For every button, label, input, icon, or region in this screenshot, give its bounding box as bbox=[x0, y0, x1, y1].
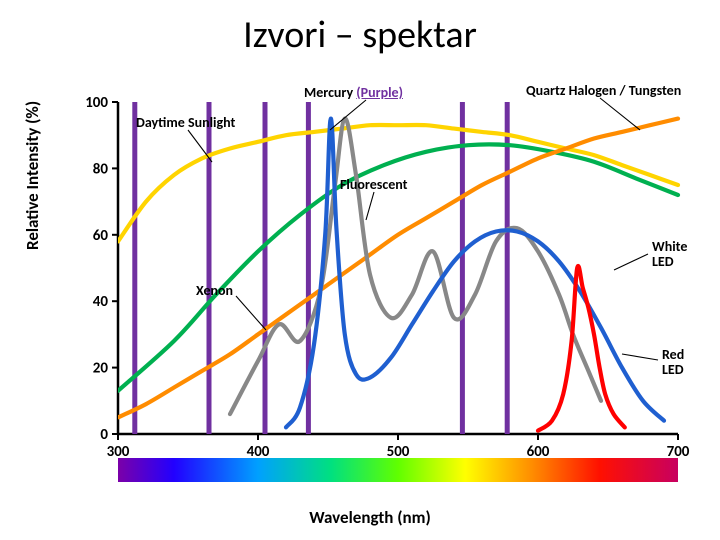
chart-svg: 0 20 40 60 80 100 300 400 500 600 700 bbox=[40, 70, 700, 500]
y-tick-label: 40 bbox=[93, 293, 109, 311]
ann-mercury-a: Mercury bbox=[304, 84, 356, 101]
x-tick-label: 300 bbox=[107, 443, 130, 461]
y-tick-label: 100 bbox=[85, 94, 108, 112]
ann-tungsten: Quartz Halogen / Tungsten bbox=[526, 82, 681, 99]
x-tick-label: 700 bbox=[667, 443, 690, 461]
ann-xenon: Xenon bbox=[196, 282, 233, 299]
y-axis-label: Relative Intensity (%) bbox=[22, 101, 43, 250]
leader-red-led bbox=[622, 354, 658, 360]
ann-red-led: Red LED bbox=[662, 348, 684, 377]
leader-xenon bbox=[236, 296, 266, 330]
spectrum-bar bbox=[118, 458, 678, 482]
ann-fluorescent: Fluorescent bbox=[340, 176, 408, 193]
chart-area: 020406080100300400500600700 Relative Int… bbox=[40, 70, 700, 530]
ann-red-led-b: LED bbox=[662, 361, 684, 378]
slide-root: Izvori – spektar 0 20 40 60 80 100 300 400 500 60… bbox=[0, 0, 720, 540]
leader-fluorescent bbox=[366, 192, 374, 220]
y-tick-label: 0 bbox=[100, 426, 108, 444]
ann-daylight: Daytime Sunlight bbox=[136, 114, 235, 131]
leader-white-led bbox=[614, 254, 648, 270]
series-xenon bbox=[230, 119, 601, 415]
ann-white-led-b: LED bbox=[652, 253, 674, 270]
x-tick-label: 500 bbox=[387, 443, 410, 461]
y-tick-label: 80 bbox=[93, 160, 109, 178]
ann-mercury: Mercury (Purple) bbox=[304, 84, 403, 101]
x-tick-label: 400 bbox=[247, 443, 270, 461]
x-axis-label: Wavelength (nm) bbox=[40, 507, 700, 528]
y-tick-label: 60 bbox=[93, 227, 109, 245]
x-tick-label: 600 bbox=[527, 443, 550, 461]
y-tick-label: 20 bbox=[93, 360, 109, 378]
slide-title: Izvori – spektar bbox=[0, 12, 720, 58]
leader-tungsten bbox=[600, 98, 640, 130]
ann-white-led: White LED bbox=[652, 240, 687, 269]
ann-mercury-b: (Purple) bbox=[356, 84, 403, 101]
